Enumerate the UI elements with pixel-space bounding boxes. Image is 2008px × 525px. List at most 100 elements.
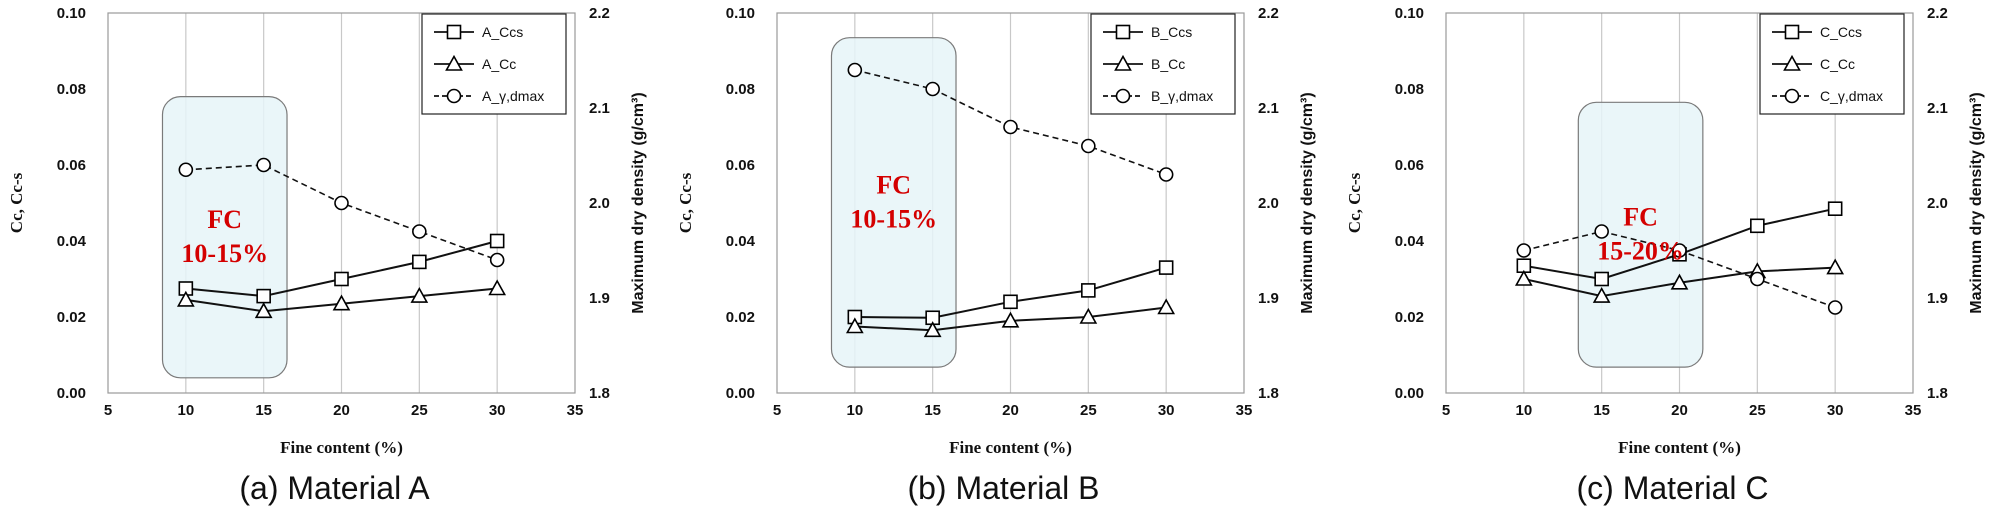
material-b-series-b-dmax-point-25 [1081, 138, 1096, 154]
material-b-xtick-35: 35 [1236, 402, 1253, 419]
material-b-highlight-label-fc: FC [876, 170, 911, 199]
material-b-xtick-25: 25 [1080, 402, 1097, 419]
material-a-legend-marker-a-cc [445, 54, 463, 71]
material-c-plot-frame [1445, 12, 1914, 394]
material-a-series-a-dmax-point-10 [178, 162, 194, 178]
caption-material-c: (c) Material C [1576, 470, 1769, 506]
material-b-legend: B_Ccs B_Cc B_γ,dmax [1090, 13, 1236, 115]
material-a-series-a-cc-point-15 [254, 302, 273, 319]
material-c-legend-label-c-ccs: C_Ccs [1820, 24, 1862, 40]
material-b-xtick-15: 15 [924, 402, 941, 419]
material-a-legend-label-a-ccs: A_Ccs [482, 24, 523, 40]
material-c-ytick-0-06: 0.06 [1395, 157, 1424, 174]
panel-material-c: 0.00 0.02 0.04 0.06 0.08 0.10 1.8 1.9 2.0 2.1 2.2 5… [1338, 0, 2007, 525]
material-a-ytick-0-02: 0.02 [57, 309, 86, 326]
material-c-ytick-0-08: 0.08 [1395, 81, 1424, 98]
material-b-series-b-ccs-point-25 [1081, 283, 1096, 298]
material-c-xtick-10: 10 [1515, 402, 1532, 419]
material-a-xtick-15: 15 [255, 402, 272, 419]
material-c-series-c-dmax-point-30 [1827, 300, 1843, 315]
material-c-legend-marker-c-cc [1783, 54, 1801, 71]
material-a-y2tick-2-1: 2.1 [589, 100, 610, 117]
material-c-series-c-ccs-point-15 [1594, 271, 1609, 287]
panel-material-b: 0.00 0.02 0.04 0.06 0.08 0.10 1.8 1.9 2.0 2.1 2.2 5… [669, 0, 1338, 525]
material-b-legend-marker-b-ccs [1115, 24, 1131, 40]
material-c-x-axis-label: Fine content (%) [1618, 438, 1741, 457]
material-a-y2tick-1-9: 1.9 [589, 290, 610, 307]
material-a-legend-marker-a-dmax [446, 88, 462, 104]
material-c-series-c-ccs-point-25 [1750, 218, 1765, 234]
material-c-xtick-5: 5 [1442, 402, 1450, 419]
material-b-ytick-0-06: 0.06 [726, 157, 755, 174]
material-a-plot-frame [107, 12, 576, 394]
material-b-series-b-cc-point-30 [1157, 298, 1176, 315]
material-a-y2tick-2-0: 2.0 [589, 195, 610, 212]
material-b-series-b-cc-point-20 [1001, 311, 1020, 328]
material-a-ytick-0-00: 0.00 [57, 385, 86, 402]
caption-material-b: (b) Material B [907, 470, 1100, 506]
material-a-legend: A_Ccs A_Cc A_γ,dmax [421, 13, 567, 115]
material-b-x-axis-label: Fine content (%) [949, 438, 1072, 457]
material-a-series-a-ccs-point-15 [256, 288, 271, 304]
material-a-ytick-0-08: 0.08 [57, 81, 86, 98]
panel-material-a: 0.00 0.02 0.04 0.06 0.08 0.10 1.8 1.9 2.0 2.1 2.2 5… [0, 0, 669, 525]
material-c-xtick-30: 30 [1827, 402, 1844, 419]
material-b-y2tick-2-2: 2.2 [1258, 5, 1279, 22]
material-b-y2-axis-label: Maximum dry density (g/cm³) [1299, 92, 1316, 313]
material-c-y2-axis-label: Maximum dry density (g/cm³) [1968, 92, 1985, 313]
material-a-ytick-0-04: 0.04 [57, 233, 87, 250]
material-a-legend-label-a-cc: A_Cc [482, 56, 516, 72]
material-b-series-b-ccs-point-30 [1158, 260, 1174, 275]
caption-material-a: (a) Material A [239, 470, 430, 506]
material-a-highlight-label-range: 10-15% [181, 239, 268, 268]
material-c-series-c-ccs-point-30 [1827, 201, 1843, 216]
material-b-highlight-box [830, 37, 957, 368]
material-b-y2tick-2-0: 2.0 [1258, 195, 1279, 212]
material-a-series-a-dmax-point-15 [256, 157, 271, 173]
material-b-ytick-0-00: 0.00 [726, 385, 755, 402]
material-b-xtick-30: 30 [1158, 402, 1175, 419]
material-a-series-a-cc-point-30 [488, 279, 507, 296]
material-a-highlight-label-fc: FC [207, 205, 242, 234]
material-b-legend-label-b-ccs: B_Ccs [1151, 24, 1192, 40]
material-b-ytick-0-10: 0.10 [726, 5, 755, 22]
material-b-highlight-label-range: 10-15% [850, 204, 937, 233]
material-c-highlight-label-fc: FC [1623, 203, 1658, 232]
material-c-legend-label-c-cc: C_Cc [1820, 56, 1855, 72]
material-b-series-b-dmax [847, 62, 1174, 182]
material-a-xtick-20: 20 [333, 402, 350, 419]
material-c-legend-marker-c-ccs [1784, 24, 1800, 40]
material-c-legend-marker-c-dmax [1784, 88, 1800, 104]
material-b-series-b-dmax-point-10 [847, 62, 863, 78]
material-b-xtick-10: 10 [846, 402, 863, 419]
material-c-legend-label-c-dmax: C_γ,dmax [1820, 88, 1883, 104]
material-c-xtick-25: 25 [1749, 402, 1766, 419]
material-b-series-b-cc-point-15 [923, 321, 942, 338]
material-c-y-axis-label: Cc, Cc-s [1345, 172, 1364, 233]
material-c-y2tick-1-9: 1.9 [1927, 290, 1948, 307]
material-a-ytick-0-06: 0.06 [57, 157, 86, 174]
material-b-series-b-dmax-point-30 [1158, 167, 1174, 182]
material-a-series-a-dmax [178, 157, 505, 268]
material-a-series-a-cc-point-20 [332, 294, 351, 311]
material-b-legend-marker-b-cc [1114, 54, 1132, 71]
material-b-series-b-dmax-line [854, 69, 1167, 176]
material-a-xtick-10: 10 [177, 402, 194, 419]
material-c-y2tick-1-8: 1.8 [1927, 385, 1948, 402]
chart-material-b: 0.00 0.02 0.04 0.06 0.08 0.10 1.8 1.9 2.0 2.1 2.2 5… [676, 5, 1316, 457]
material-a-series-a-ccs-point-20 [334, 271, 349, 287]
material-a-ytick-0-10: 0.10 [57, 5, 86, 22]
material-b-plot-frame [776, 12, 1245, 394]
material-b-ytick-0-04: 0.04 [726, 233, 756, 250]
material-c-series-c-dmax-point-25 [1750, 271, 1765, 287]
material-c-legend: C_Ccs C_Cc C_γ,dmax [1759, 13, 1905, 115]
chart-material-c: 0.00 0.02 0.04 0.06 0.08 0.10 1.8 1.9 2.0 2.1 2.2 5… [1345, 5, 1985, 457]
material-a-series-a-ccs-point-25 [412, 254, 427, 270]
chart-material-a: 0.00 0.02 0.04 0.06 0.08 0.10 1.8 1.9 2.0 2.1 2.2 5… [7, 5, 647, 457]
material-a-legend-marker-a-ccs [446, 24, 462, 40]
material-a-xtick-35: 35 [567, 402, 584, 419]
material-a-series-a-dmax-point-30 [489, 252, 505, 268]
material-b-series-b-dmax-point-15 [925, 81, 940, 97]
material-c-xtick-20: 20 [1671, 402, 1688, 419]
